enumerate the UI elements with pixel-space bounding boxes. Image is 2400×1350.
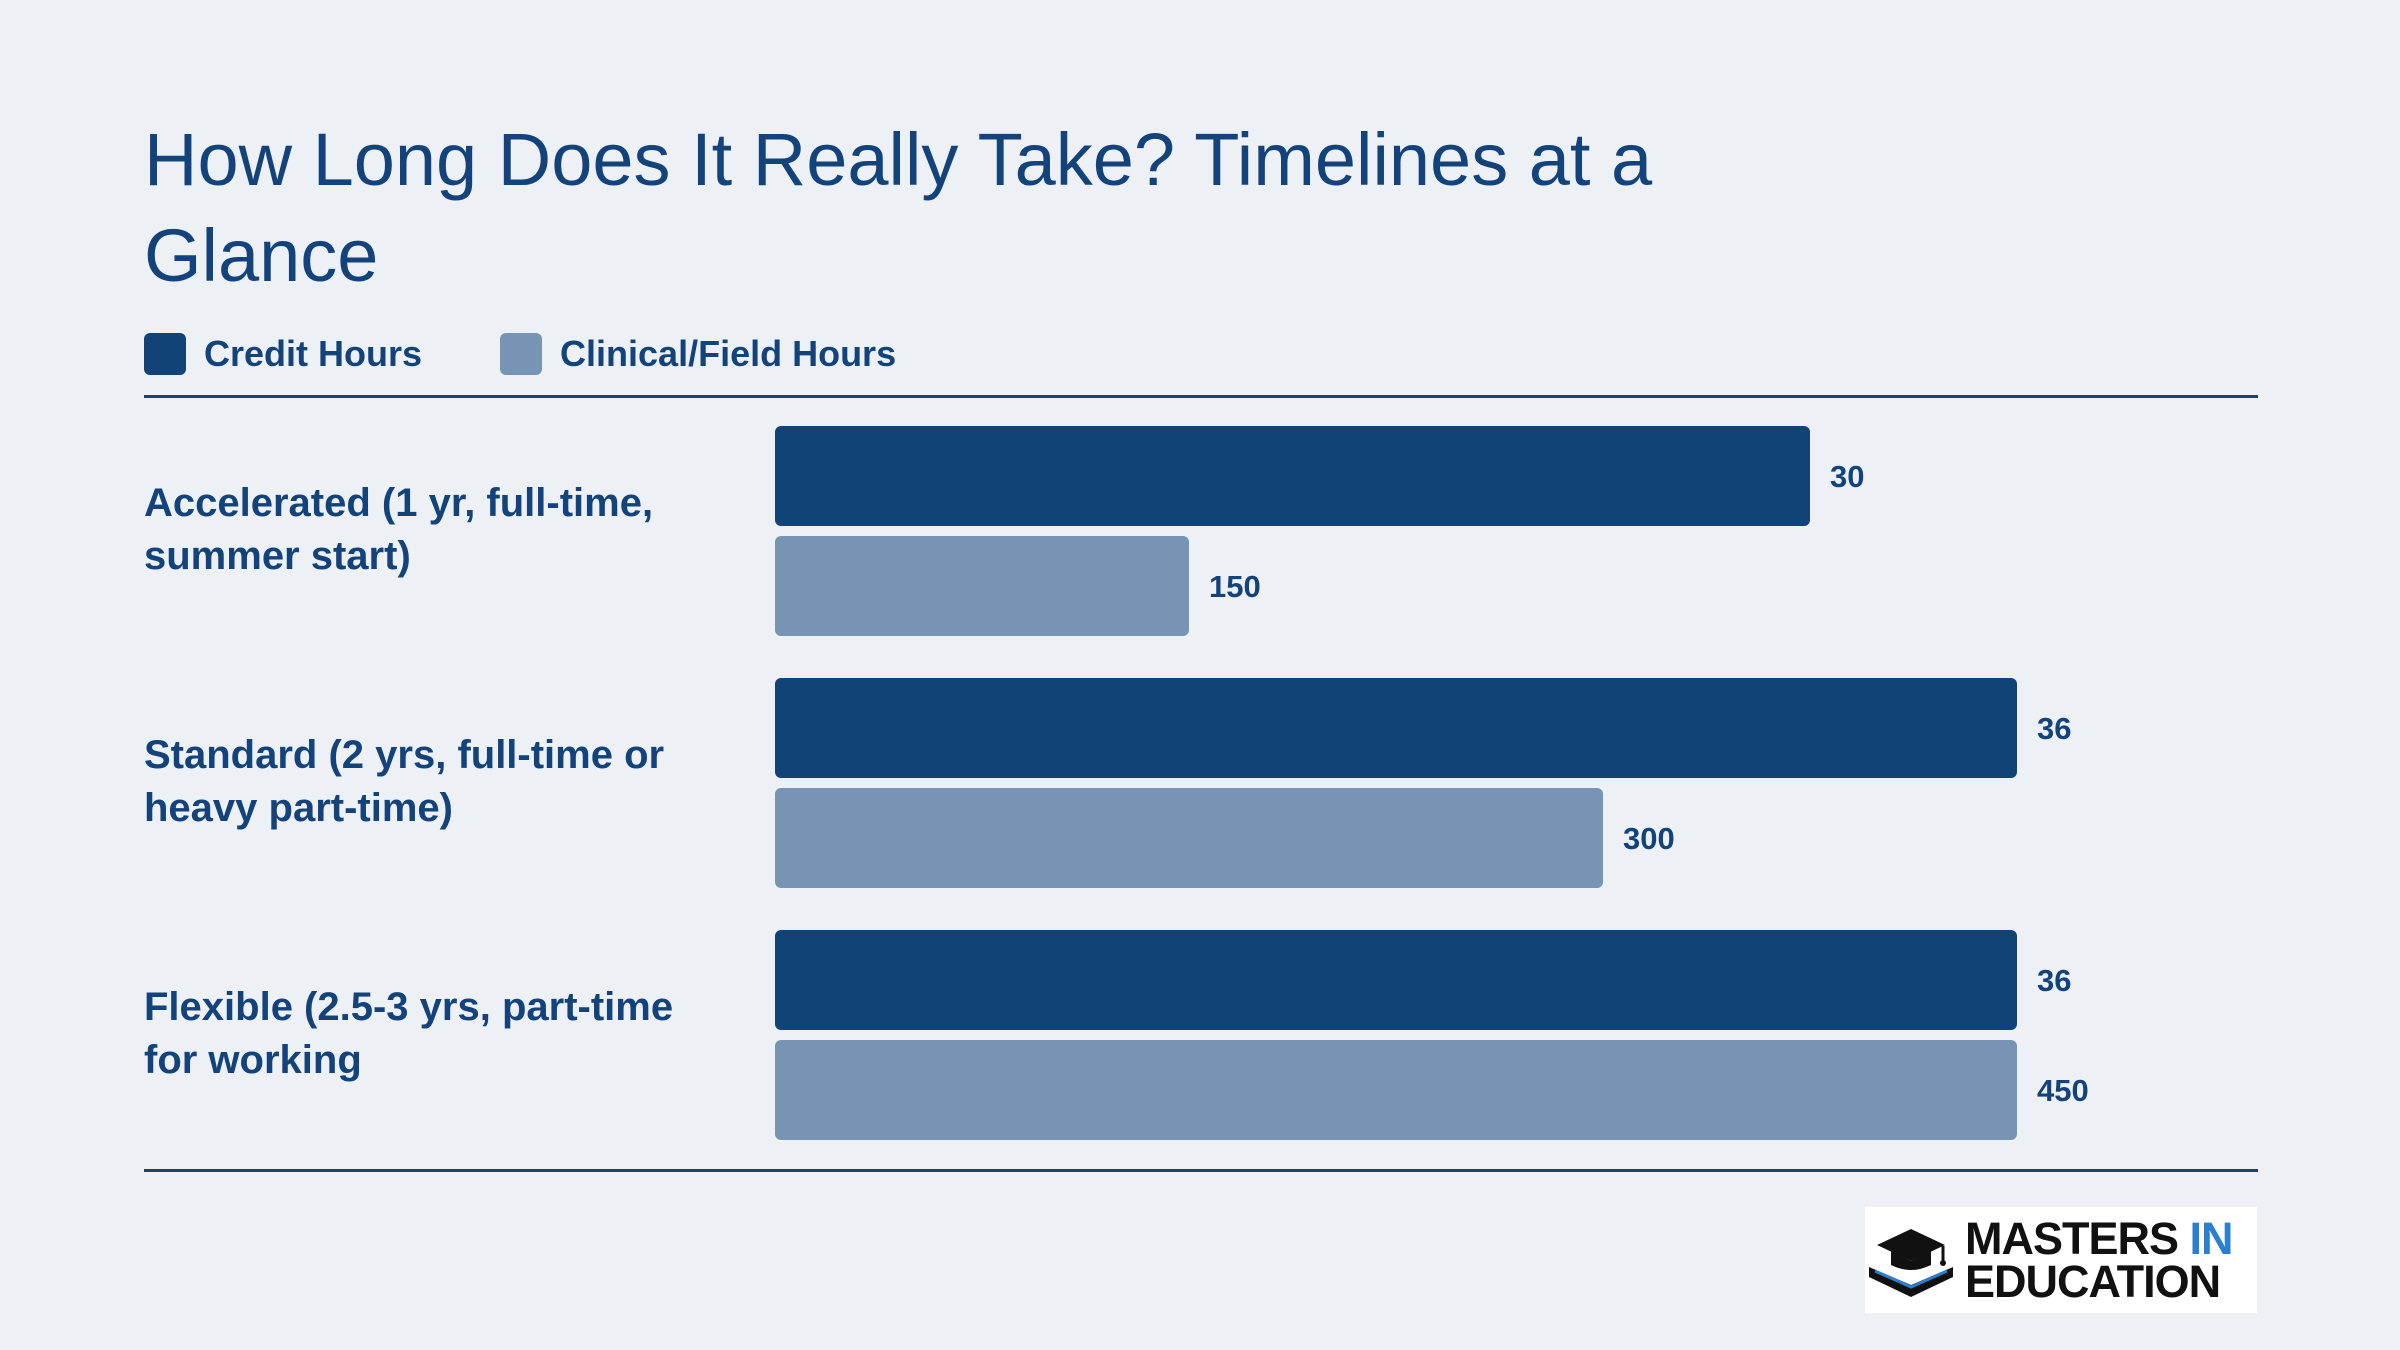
bar-clinical-1 [775,788,1603,888]
bar-credit-1 [775,678,2017,778]
bar-clinical-0 [775,536,1189,636]
category-label-standard: Standard (2 yrs, full-time or heavy part… [144,733,665,830]
value-label-clinical-1: 300 [1623,821,1675,856]
logo-text-masters: MASTERS [1965,1213,2190,1264]
bar-clinical-2 [775,1040,2017,1140]
value-label-credit-0: 30 [1830,459,1864,494]
chart-title: How Long Does It Really Take? Timelines … [144,118,1653,297]
bar-credit-0 [775,426,1810,526]
graduation-cap-book-icon [1869,1229,1953,1297]
legend-label-clinical-hours: Clinical/Field Hours [560,333,897,374]
legend-label-credit-hours: Credit Hours [204,333,423,374]
logo-text-education: EDUCATION [1965,1256,2221,1307]
bottom-divider [144,1169,2258,1172]
bar-credit-2 [775,930,2017,1030]
legend-item-clinical-hours: Clinical/Field Hours [500,333,896,375]
legend-swatch-credit-hours [144,333,186,375]
logo-text-in: IN [2189,1213,2234,1264]
value-label-credit-2: 36 [2037,963,2071,998]
legend: Credit Hours Clinical/Field Hours [144,332,974,376]
logo-wordmark: MASTERS IN EDUCATION [1965,1216,2234,1307]
legend-swatch-clinical-hours [500,333,543,375]
value-label-clinical-0: 150 [1209,569,1261,604]
legend-item-credit-hours: Credit Hours [144,333,422,375]
masters-in-education-logo: MASTERS IN EDUCATION [1865,1207,2257,1313]
category-label-flexible: Flexible (2.5-3 yrs, part-time for worki… [144,985,674,1082]
value-label-clinical-2: 450 [2037,1073,2089,1108]
top-divider [144,395,2258,398]
category-label-accelerated: Accelerated (1 yr, full-time, summer sta… [144,481,654,578]
value-label-credit-1: 36 [2037,711,2071,746]
